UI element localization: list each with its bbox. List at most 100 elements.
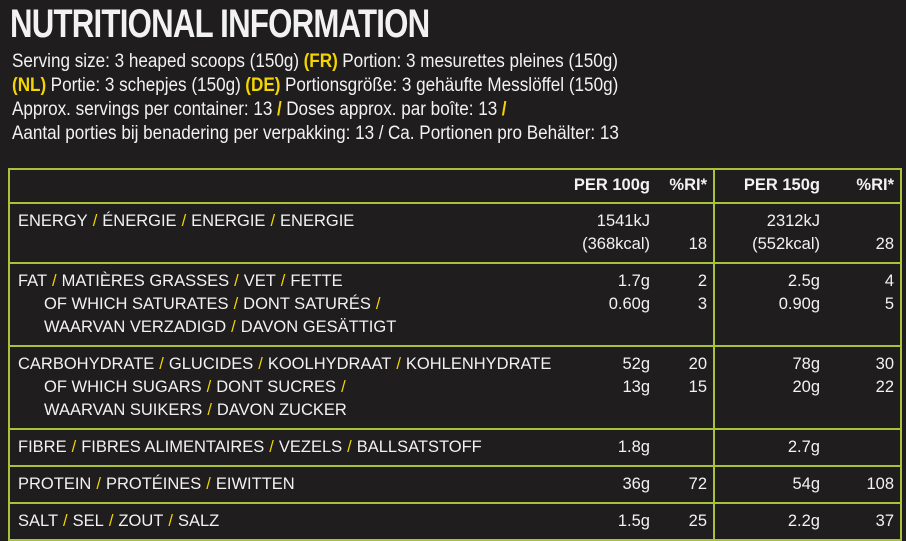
value-block: 15 — [664, 376, 707, 422]
nutrient-name: OF WHICH SUGARS / DONT SUCRES / WAARVAN SUIK… — [18, 376, 550, 422]
name-part: ENERGIE — [280, 212, 355, 230]
name-part: ENERGY — [18, 212, 88, 230]
serving-text: Serving size: 3 heaped scoops (150g) — [12, 51, 300, 72]
value: 2.7g — [787, 438, 820, 456]
name-part: ÉNERGIE — [102, 212, 177, 230]
value-block: 2312kJ (552kcal) — [723, 210, 820, 256]
name-line: OF WHICH SUGARS / DONT SUCRES / — [44, 376, 550, 399]
serving-text: Portion: 3 mesurettes pleines (150g) — [342, 51, 618, 72]
serving-line: Aantal porties bij benadering per verpak… — [12, 122, 623, 146]
value-cell: 54g — [713, 465, 826, 504]
name-part: OF WHICH SUGARS — [44, 378, 202, 396]
nutrient-name: SALT / SEL / ZOUT / SALZ — [18, 510, 550, 533]
name-part: DAVON ZUCKER — [216, 401, 347, 419]
nutrient-name: FAT / MATIÈRES GRASSES / VET / FETTE — [18, 270, 550, 293]
name-part: DAVON GESÄTTIGT — [240, 318, 397, 336]
value: 1.5g — [617, 512, 650, 530]
serving-text: Approx. servings per container: 13 — [12, 99, 273, 120]
value-block: 20g — [723, 376, 820, 422]
ri-value: 72 — [688, 475, 707, 493]
name-part: GLUCIDES — [168, 355, 254, 373]
nutrient-name-cell: SALT / SEL / ZOUT / SALZ — [8, 502, 556, 541]
ri-value: 18 — [688, 235, 707, 253]
serving-text: / — [378, 123, 384, 144]
nutrient-row: CARBOHYDRATE / GLUCIDES / KOOLHYDRAAT / KOHLEN… — [8, 345, 902, 430]
nutrient-name: OF WHICH SATURATES / DONT SATURÉS / WAARVAN … — [18, 293, 550, 339]
name-part: KOHLENHYDRATE — [405, 355, 552, 373]
separator: / — [181, 212, 187, 230]
header-row: PER 100g %RI* PER 150g %RI* — [8, 168, 902, 204]
name-line: OF WHICH SATURATES / DONT SATURÉS / — [44, 293, 550, 316]
value-block: 37 — [834, 510, 894, 533]
separator: / — [96, 475, 101, 493]
separator: / — [270, 212, 276, 230]
serving-text: Ca. Portionen pro Behälter: 13 — [387, 123, 619, 144]
column-header: PER 100g — [556, 168, 656, 204]
language-tag: (NL) — [12, 75, 47, 96]
name-part: WAARVAN VERZADIGD — [44, 318, 227, 336]
value-block: 2 — [664, 270, 707, 293]
column-header: %RI* — [826, 168, 902, 204]
value-block: 13g — [564, 376, 650, 422]
ri-value: 22 — [875, 378, 894, 396]
value-block: 2.2g — [723, 510, 820, 533]
nutrient-name: FIBRE / FIBRES ALIMENTAIRES / VEZELS / BALLSAT… — [18, 436, 550, 459]
language-tag: (DE) — [245, 75, 281, 96]
nutrient-name-cell: FAT / MATIÈRES GRASSES / VET / FETTE OF WHICH S… — [8, 262, 556, 347]
separator: / — [52, 272, 57, 290]
separator: / — [206, 378, 212, 396]
name-part: KOOLHYDRAAT — [267, 355, 392, 373]
value-block: 78g — [723, 353, 820, 376]
nutrient-row: SALT / SEL / ZOUT / SALZ 1.5g 25 2.2g 37 — [8, 502, 902, 541]
ri-value: 28 — [875, 235, 894, 253]
separator: / — [71, 438, 77, 456]
name-part: ENERGIE — [191, 212, 266, 230]
serving-line: Approx. servings per container: 13 /Doses… — [12, 98, 623, 122]
serving-text: Doses approx. par boîte: 13 — [286, 99, 498, 120]
value: 2.2g — [787, 512, 820, 530]
nutrient-name-cell: PROTEIN / PROTÉINES / EIWITTEN — [8, 465, 556, 504]
name-part: SALT — [18, 512, 59, 530]
value-cell: 36g — [556, 465, 656, 504]
value-block: 2.7g — [723, 436, 820, 459]
value-cell: 78g 20g — [713, 345, 826, 430]
nutrient-name: ENERGY / ÉNERGIE / ENERGIE / ENERGIE — [18, 210, 550, 256]
value: 1.8g — [617, 438, 650, 456]
name-line: WAARVAN VERZADIGD / DAVON GESÄTTIGT — [44, 316, 550, 339]
value-block: 108 — [834, 473, 894, 496]
value-block: 1541kJ (368kcal) — [564, 210, 650, 256]
ri-value: 20 — [688, 355, 707, 373]
name-line: CARBOHYDRATE / GLUCIDES / KOOLHYDRAAT / KOHLEN… — [18, 353, 552, 376]
value: 0.90g — [778, 295, 820, 313]
name-part: FETTE — [290, 272, 343, 290]
value-cell — [826, 428, 902, 467]
name-part: PROTÉINES — [105, 475, 202, 493]
serving-line: Serving size: 3 heaped scoops (150g) (FR)… — [12, 50, 623, 74]
value: 0.60g — [608, 295, 650, 313]
value-cell: 2312kJ (552kcal) — [713, 202, 826, 264]
value-cell: 1.7g 0.60g — [556, 262, 656, 347]
name-part: SEL — [72, 512, 104, 530]
serving-info: Serving size: 3 heaped scoops (150g) (FR)… — [12, 50, 623, 146]
name-part: VET — [243, 272, 276, 290]
separator: / — [207, 401, 212, 419]
value-block: 28 — [834, 210, 894, 256]
value: 54g — [792, 475, 820, 493]
language-tag: / — [501, 99, 507, 120]
spacer — [664, 210, 707, 233]
ri-value: 5 — [884, 295, 894, 313]
separator: / — [280, 272, 286, 290]
value-block: 52g — [564, 353, 650, 376]
name-part: DONT SUCRES — [216, 378, 337, 396]
ri-value: 3 — [697, 295, 707, 313]
value-block: 0.90g — [723, 293, 820, 339]
name-part: DONT SATURÉS — [243, 295, 371, 313]
value-block: 36g — [564, 473, 650, 496]
nutrient-row: FAT / MATIÈRES GRASSES / VET / FETTE OF WHICH S… — [8, 262, 902, 347]
nutrient-row: PROTEIN / PROTÉINES / EIWITTEN 36g 72 54g 108 — [8, 465, 902, 504]
column-header: PER 150g — [713, 168, 826, 204]
